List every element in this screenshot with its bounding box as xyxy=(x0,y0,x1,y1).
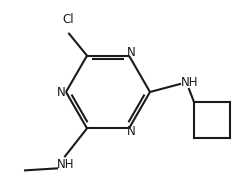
Text: Cl: Cl xyxy=(62,13,74,26)
Text: NH: NH xyxy=(181,75,199,89)
Text: N: N xyxy=(127,125,135,138)
Text: N: N xyxy=(127,46,135,59)
Text: N: N xyxy=(57,86,65,98)
Text: NH: NH xyxy=(57,158,75,171)
